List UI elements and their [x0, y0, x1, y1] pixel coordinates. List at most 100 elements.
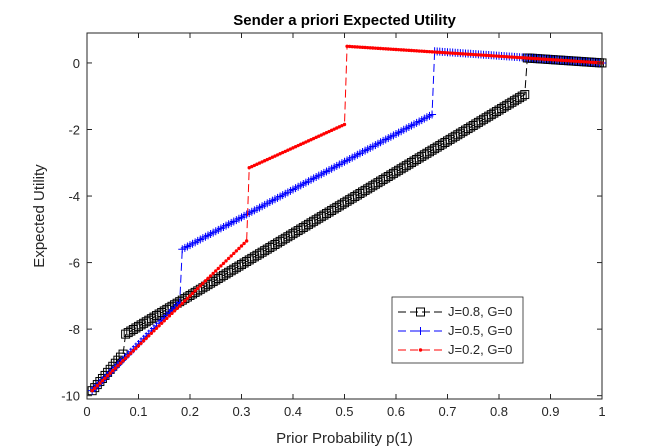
- series-3-point-57: [234, 249, 239, 253]
- series-3-point-144: [458, 52, 463, 56]
- series-1-point-115: [381, 173, 391, 183]
- series-1-point-92: [321, 209, 331, 219]
- series-3-point-98: [340, 123, 344, 128]
- series-3-point-34: [175, 306, 179, 311]
- series-3-point-128: [417, 49, 421, 53]
- series-3-point-5: [100, 379, 105, 383]
- series-1-point-107: [360, 185, 370, 195]
- series-1-point-21: [139, 318, 149, 328]
- series-3-point-83: [301, 141, 305, 145]
- series-3-point-109: [368, 46, 372, 50]
- series-1-point-46: [203, 280, 213, 290]
- series-1-point-23: [144, 315, 154, 325]
- series-3-point-11: [116, 364, 120, 368]
- legend-marker-3: [418, 348, 423, 352]
- series-1-point-85: [303, 219, 313, 229]
- series-1-point-68: [260, 246, 270, 256]
- series-3-point-143: [456, 51, 460, 56]
- series-3-point-91: [322, 132, 326, 136]
- series-3-point-106: [360, 45, 365, 50]
- series-1-point-118: [388, 168, 398, 178]
- series-3-point-136: [438, 50, 442, 55]
- series-3-point-195: [590, 60, 594, 64]
- series-3-point-20: [139, 341, 143, 345]
- series-3-point-79: [291, 146, 295, 150]
- series-1-point-25: [149, 312, 159, 322]
- series-1-point-153: [479, 114, 489, 124]
- series-1-point-70: [265, 243, 275, 253]
- series-1-point-63: [247, 253, 257, 263]
- series-1-point-16: [126, 326, 136, 336]
- series-3-point-18: [134, 346, 138, 350]
- series-1-point-112: [373, 178, 383, 188]
- series-3-point-32: [170, 311, 174, 316]
- series-3-point-38: [185, 296, 190, 301]
- y-tick-label-5: 0: [73, 56, 80, 71]
- x-tick-label-4: 0.4: [284, 404, 302, 419]
- series-3-point-8: [108, 371, 112, 375]
- series-3-point-184: [561, 58, 566, 63]
- series-1-point-93: [324, 207, 334, 217]
- series-1-point-66: [255, 249, 265, 259]
- series-1-point-122: [399, 162, 409, 172]
- series-1-point-134: [430, 144, 440, 154]
- series-3-point-35: [178, 304, 182, 308]
- series-1-point-150: [471, 119, 481, 129]
- series-1-point-69: [262, 244, 272, 254]
- series-3-point-171: [528, 56, 532, 60]
- series-3-point-60: [242, 241, 246, 246]
- series-1-point-158: [491, 107, 501, 117]
- series-3-point-138: [443, 50, 447, 55]
- series-3-point-4: [98, 381, 102, 385]
- series-1-point-110: [368, 181, 378, 191]
- series-3-point-183: [559, 58, 563, 62]
- series-3-point-78: [288, 147, 293, 151]
- series-3-point-31: [167, 314, 172, 318]
- series-3-point-74: [278, 152, 282, 156]
- series-3-point-33: [172, 309, 177, 313]
- series-3-point-51: [219, 264, 223, 268]
- series-1-point-89: [314, 213, 324, 223]
- series-3-point-39: [188, 294, 192, 298]
- series-1-point-56: [229, 264, 239, 274]
- series-3-point-62: [247, 166, 251, 170]
- series-3-point-9: [111, 369, 115, 373]
- series-3-point-150: [474, 53, 478, 57]
- series-3-point-64: [252, 163, 257, 168]
- series-1-point-156: [486, 110, 496, 120]
- legend-label-1: J=0.8, G=0: [448, 304, 512, 319]
- series-3-point-21: [141, 339, 146, 343]
- series-3-point-193: [584, 60, 589, 64]
- series-3-point-80: [293, 145, 298, 149]
- series-1-point-164: [507, 97, 517, 107]
- series-3-point-102: [350, 44, 354, 49]
- series-3-point-84: [304, 140, 308, 144]
- series-3-point-16: [129, 351, 133, 355]
- legend-samples: [398, 307, 443, 352]
- series-3-point-194: [587, 60, 591, 64]
- series-1-point-119: [391, 167, 401, 177]
- series-3-point-112: [376, 46, 380, 51]
- series-1-point-138: [440, 137, 450, 147]
- series-3-point-137: [440, 50, 445, 55]
- series-3-point-164: [510, 55, 514, 59]
- series-1-point-160: [497, 103, 507, 113]
- series-3-point-3: [95, 383, 100, 388]
- series-1-point-83: [298, 222, 308, 232]
- y-tick-label-2: -6: [68, 256, 80, 271]
- series-1-point-143: [453, 130, 463, 140]
- series-1-point-145: [458, 127, 468, 137]
- series-3-point-116: [386, 47, 390, 51]
- series-1-point-94: [327, 205, 337, 215]
- series-3-point-182: [556, 58, 560, 62]
- series-3-point-115: [384, 47, 388, 51]
- series-1-point-166: [512, 94, 522, 104]
- series-3-point-181: [553, 58, 558, 62]
- series-3-point-23: [147, 334, 151, 338]
- series-3-point-94: [329, 128, 334, 133]
- series-3-point-180: [551, 58, 555, 62]
- series-1-point-131: [422, 148, 432, 158]
- series-3-point-69: [265, 157, 269, 162]
- series-3-point-149: [471, 52, 475, 57]
- series-1-point-106: [358, 187, 368, 197]
